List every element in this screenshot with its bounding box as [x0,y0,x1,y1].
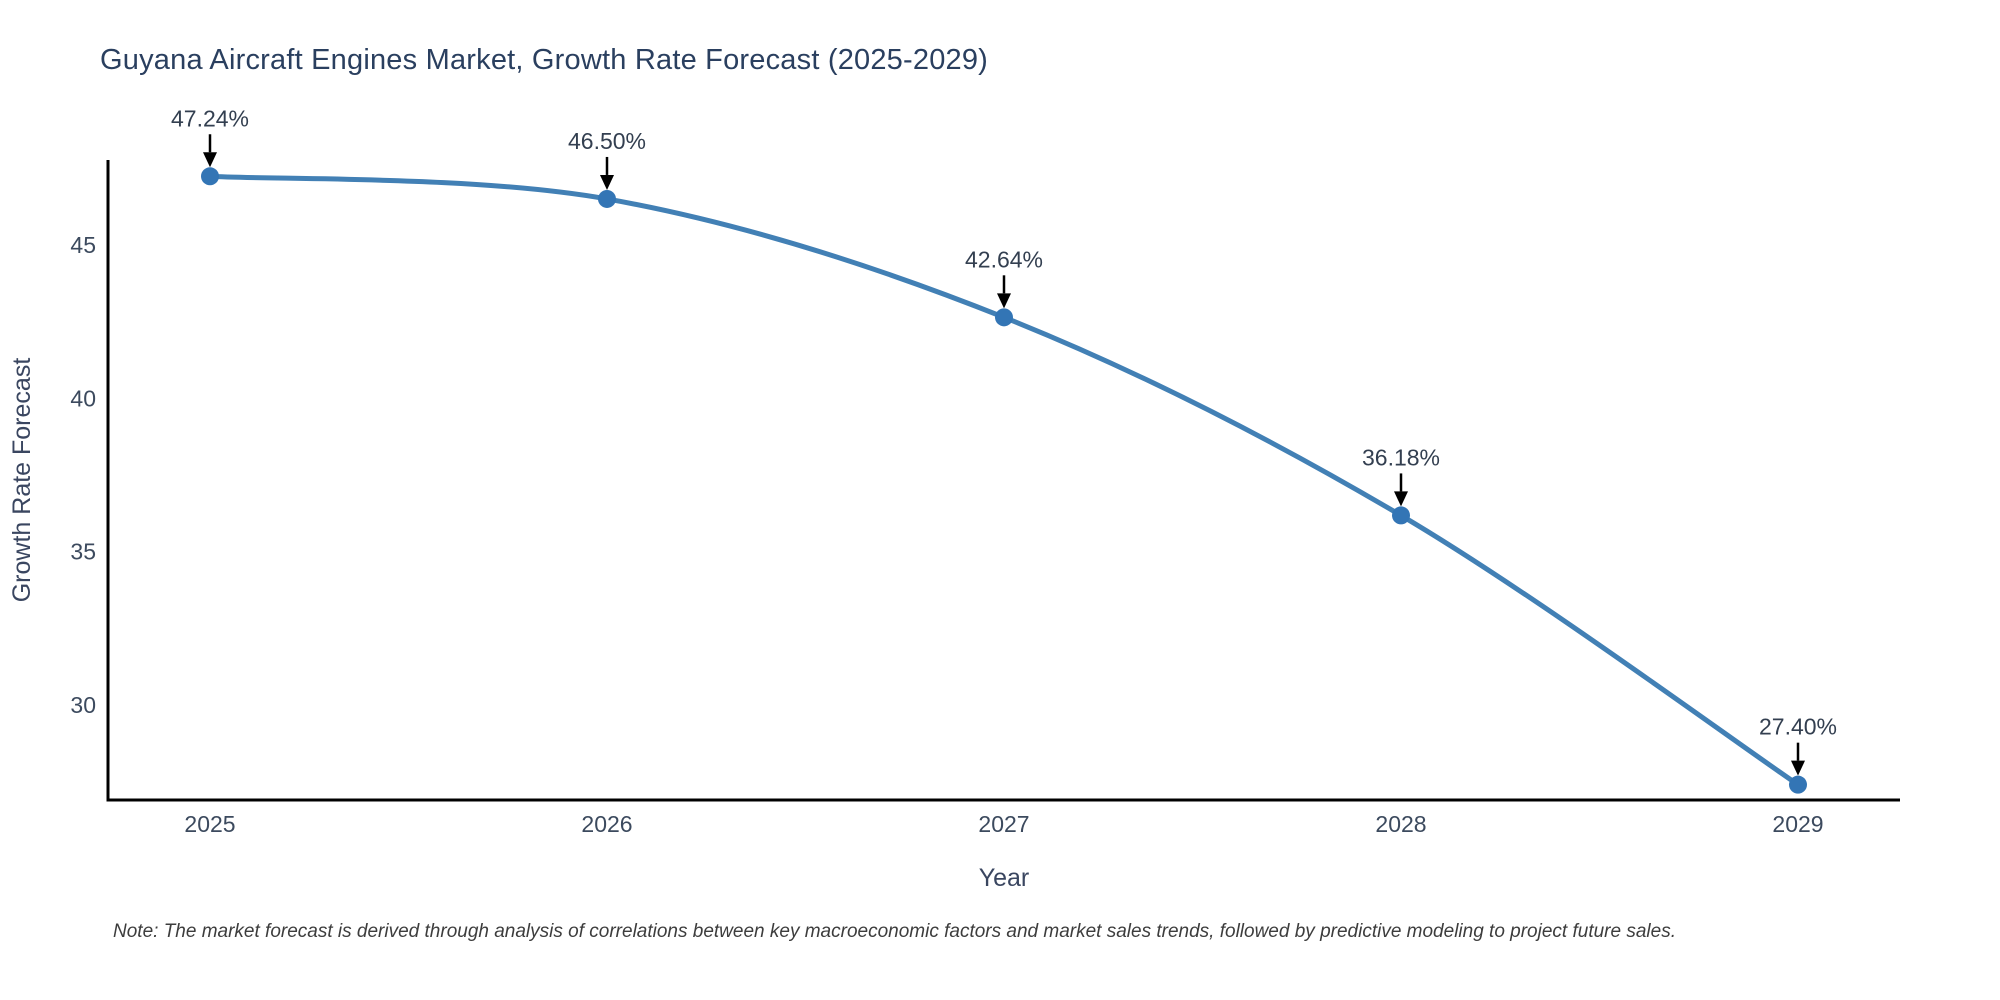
x-tick-label: 2027 [978,811,1029,837]
y-tick-label: 45 [70,232,96,258]
data-point-label: 42.64% [965,246,1043,272]
y-tick-label: 30 [70,692,96,718]
chart-title: Guyana Aircraft Engines Market, Growth R… [100,44,989,76]
annotation-arrowhead-icon [600,174,614,190]
annotation-arrowhead-icon [1394,491,1408,507]
y-tick-label: 40 [70,385,96,411]
x-tick-label: 2029 [1772,811,1823,837]
data-point-label: 27.40% [1759,714,1837,740]
data-point-marker [995,308,1013,327]
x-tick-label: 2026 [581,811,632,837]
footnote: Note: The market forecast is derived thr… [113,921,1676,942]
data-point-marker [201,167,219,186]
x-tick-label: 2025 [184,811,235,837]
annotation-arrowhead-icon [997,293,1011,309]
data-point-label: 46.50% [568,128,646,154]
annotation-arrowhead-icon [203,152,217,168]
data-point-marker [598,189,616,208]
x-tick-label: 2028 [1375,811,1426,837]
annotation-arrowhead-icon [1791,760,1805,776]
data-point-label: 36.18% [1362,444,1440,470]
y-tick-label: 35 [70,539,96,565]
forecast-line [207,173,1801,788]
x-axis-title: Year [979,864,1030,892]
y-axis-title: Growth Rate Forecast [8,358,36,603]
data-point-marker [1789,775,1807,794]
data-point-label: 47.24% [171,105,249,131]
data-point-marker [1392,506,1410,525]
